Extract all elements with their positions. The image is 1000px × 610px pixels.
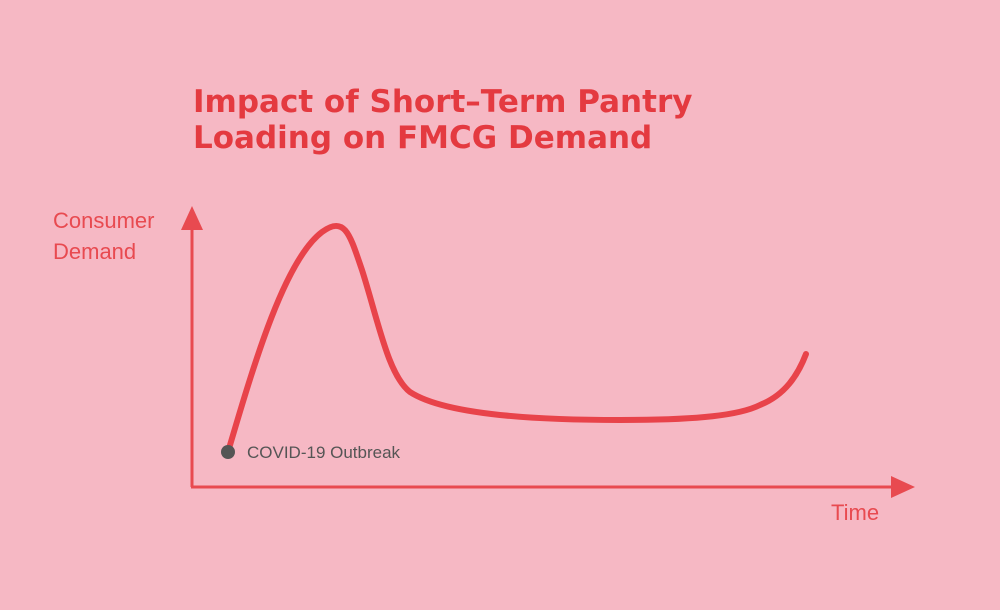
annotation: COVID-19 Outbreak: [247, 443, 401, 462]
y-axis-label: Consumer: [53, 208, 154, 233]
x-axis-label: Time: [831, 500, 879, 525]
y-axis-arrow: [181, 206, 203, 230]
title-line: Impact of Short–Term Pantry: [193, 84, 692, 120]
x-axis-arrow: [891, 476, 915, 498]
demand-curve: [225, 223, 809, 455]
title-line: Loading on FMCG Demand: [193, 120, 652, 156]
outbreak-marker: [221, 445, 235, 459]
y-axis-label: Demand: [53, 239, 136, 264]
